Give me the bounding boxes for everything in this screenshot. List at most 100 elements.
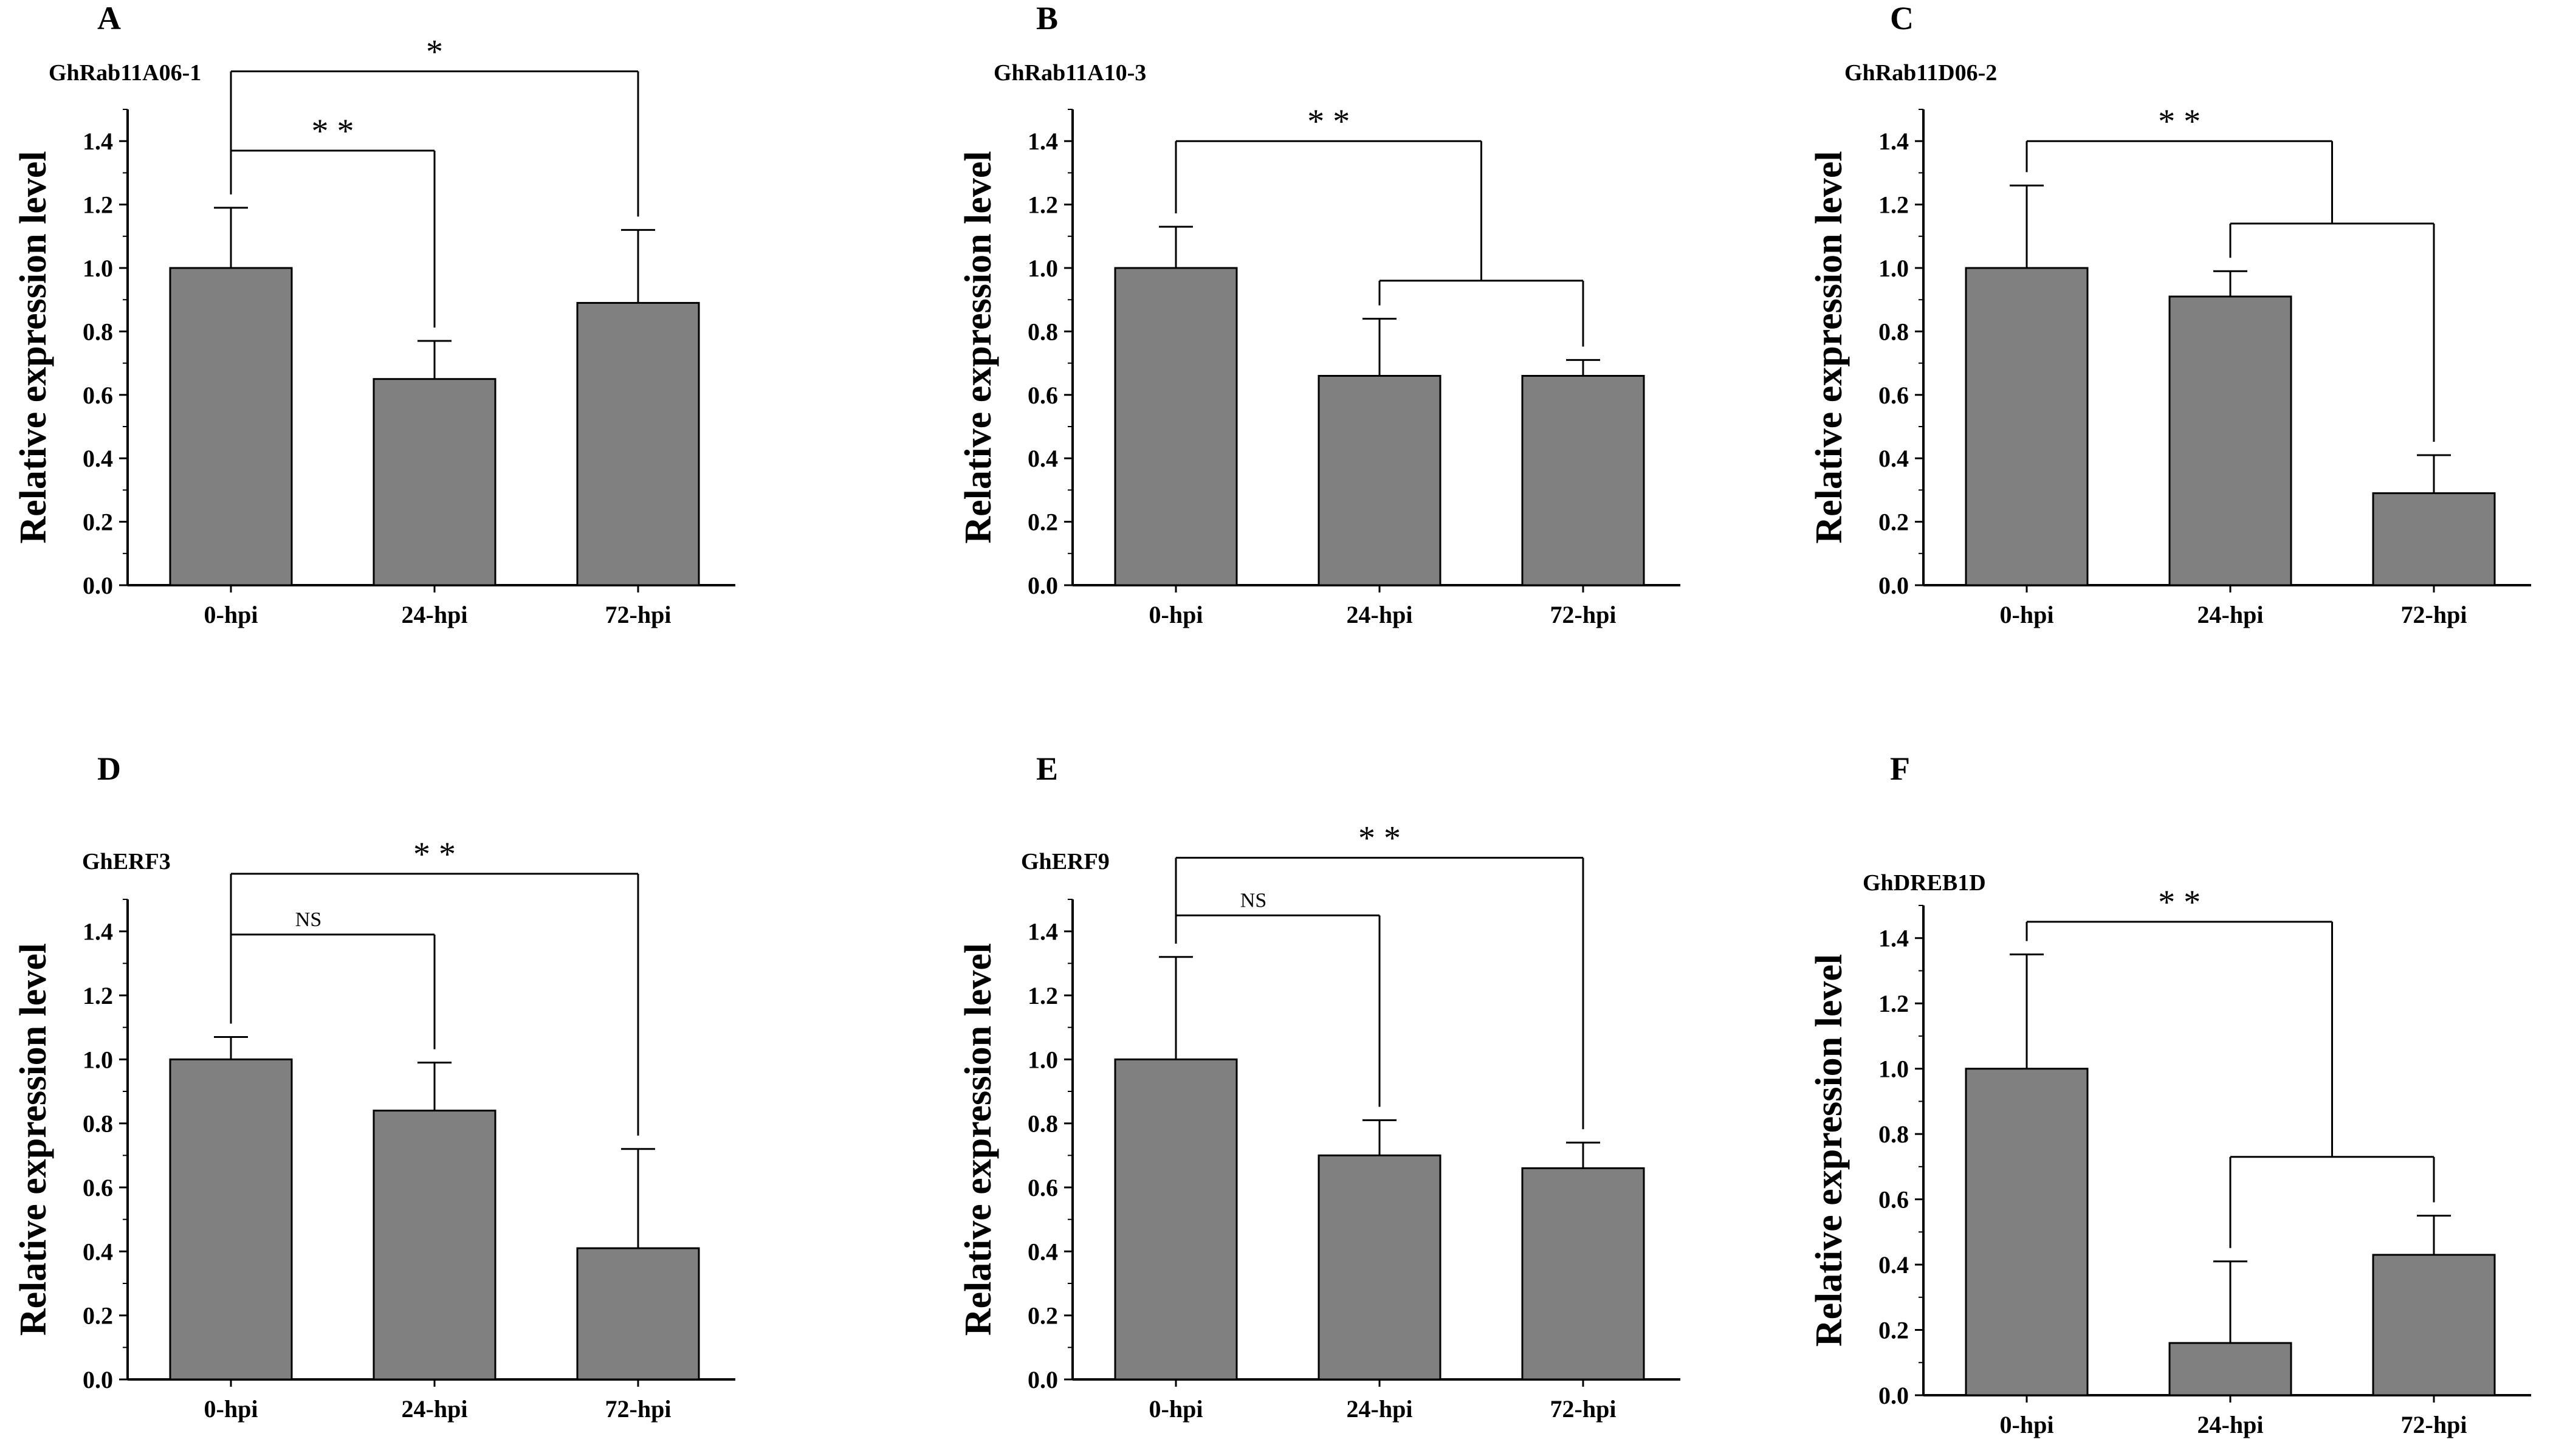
significance-label: * * [413,836,456,873]
y-tick-label: 1.2 [1028,191,1058,219]
bar [2372,1254,2496,1396]
significance-label: * * [2158,884,2201,921]
y-tick-label: 1.4 [1878,128,1909,155]
y-tick-label: 0.8 [1028,318,1058,345]
panel-letter: A [97,0,121,36]
category-label: 24-hpi [402,1395,468,1423]
bar [2372,492,2496,586]
chart-panel-f: F GhDREB1D 0.0 0.2 0.4 0.6 0.8 1.0 1.2 1.4 Relativ… [1809,750,2531,1438]
category-label: 24-hpi [2197,1411,2264,1438]
bar [1318,1154,1441,1381]
gene-title: GhDREB1D [1863,870,1986,896]
y-tick-label: 0.2 [1028,509,1058,536]
y-tick-label: 1.4 [83,918,113,946]
bar [576,1247,700,1381]
y-tick-label: 1.0 [1878,1056,1909,1083]
bar [169,267,293,586]
significance-label: * * [2158,103,2201,140]
y-tick-label: 1.0 [83,1046,113,1073]
y-axis-label: Relative expression level [13,151,54,543]
gene-title: GhERF3 [82,849,171,874]
significance-bracket: NS [230,908,436,1049]
y-tick-label: 0.8 [83,1110,113,1138]
y-tick-label: 0.6 [1878,382,1909,409]
significance-label: * * [312,112,354,150]
significance-bracket: * * [230,112,436,328]
panel-letter: D [97,750,121,787]
y-tick-label: 0.0 [83,572,113,599]
category-label: 72-hpi [2401,1411,2467,1438]
category-label: 72-hpi [605,1395,672,1423]
bar [2168,295,2292,586]
y-tick-label: 0.2 [83,509,113,536]
chart-panel-a: A GhRab11A06-1 0.0 0.2 0.4 0.6 0.8 1.0 1.2 1.4 Rel… [13,0,735,628]
category-label: 24-hpi [402,601,468,628]
bar [373,1110,497,1381]
category-label: 24-hpi [1347,1395,1413,1423]
significance-bracket: * * [1175,103,1584,347]
y-tick-label: 0.6 [1028,382,1058,409]
bar [1114,1058,1238,1381]
category-label: 0-hpi [204,601,258,628]
bar [169,1058,293,1381]
y-tick-label: 0.8 [83,318,113,345]
significance-label: * * [1307,103,1350,140]
gene-title: GhRab11A06-1 [49,60,201,86]
y-tick-label: 0.6 [83,1174,113,1201]
y-tick-label: 0.4 [83,1238,113,1265]
y-tick-label: 1.4 [1028,918,1058,946]
y-tick-label: 1.0 [1028,255,1058,282]
bar [1318,374,1441,586]
y-tick-label: 0.0 [1028,572,1058,599]
y-tick-label: 0.8 [1878,1121,1909,1148]
bar [1965,1068,2089,1396]
y-axis-label: Relative expression level [958,151,999,543]
category-label: 0-hpi [2000,1411,2054,1438]
gene-title: GhRab11A10-3 [994,60,1146,86]
y-tick-label: 0.6 [1028,1174,1058,1201]
y-tick-label: 0.8 [1028,1110,1058,1138]
bar [1965,267,2089,586]
panel-letter: E [1036,750,1058,787]
gene-title: GhRab11D06-2 [1844,60,1997,86]
category-label: 0-hpi [2000,601,2054,628]
y-tick-label: 0.2 [83,1302,113,1330]
y-tick-label: 1.0 [1028,1046,1058,1073]
chart-panel-d: D GhERF3 0.0 0.2 0.4 0.6 0.8 1.0 1.2 1.4 Relative … [13,750,735,1423]
significance-bracket: * * [2026,103,2435,442]
y-tick-label: 0.6 [83,382,113,409]
y-tick-label: 0.0 [83,1366,113,1393]
y-tick-label: 0.4 [1878,445,1909,472]
y-axis-label: Relative expression level [13,943,54,1336]
y-tick-label: 0.6 [1878,1186,1909,1214]
y-tick-label: 0.4 [1028,1238,1058,1265]
category-label: 72-hpi [2401,601,2467,628]
panel-letter: B [1036,0,1058,36]
y-tick-label: 1.4 [1878,925,1909,952]
y-tick-label: 0.8 [1878,318,1909,345]
bar [373,378,497,586]
y-tick-label: 1.2 [1878,191,1909,219]
bar [2168,1342,2292,1396]
y-tick-label: 1.0 [1878,255,1909,282]
significance-bracket: * [230,33,639,217]
y-tick-label: 0.2 [1878,1317,1909,1344]
category-label: 72-hpi [605,601,672,628]
category-label: 0-hpi [1149,601,1203,628]
y-tick-label: 0.0 [1878,1382,1909,1409]
category-label: 72-hpi [1550,601,1617,628]
significance-label: * [426,33,443,70]
category-label: 24-hpi [1347,601,1413,628]
y-tick-label: 1.4 [83,128,113,155]
significance-label: NS [1240,889,1266,912]
bar [1521,374,1645,586]
y-tick-label: 0.2 [1878,509,1909,536]
y-tick-label: 1.2 [1028,982,1058,1009]
y-axis-label: Relative expression level [958,943,999,1336]
significance-label: NS [295,908,321,931]
y-tick-label: 0.2 [1028,1302,1058,1330]
category-label: 0-hpi [1149,1395,1203,1423]
bar [1114,267,1238,586]
y-tick-label: 1.2 [1878,990,1909,1017]
